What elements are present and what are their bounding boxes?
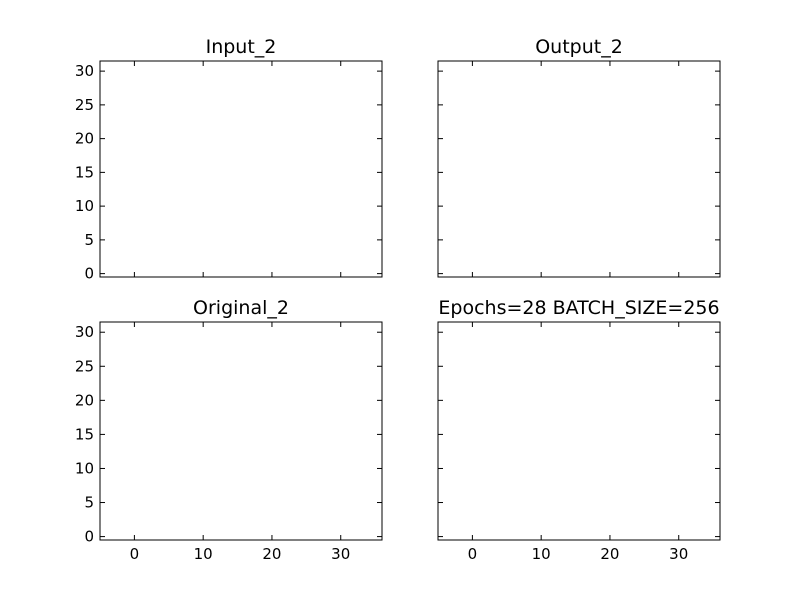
bird-figure <box>491 61 684 235</box>
x-tick-label: 0 <box>468 545 478 563</box>
subplot-title: Epochs=28 BATCH_SIZE=256 <box>438 297 719 319</box>
subplot-3: Original_2 0 10 20 30 0 5 10 15 20 25 30 <box>75 297 383 563</box>
bird-figure <box>153 322 346 498</box>
x-tick-label: 0 <box>130 545 140 563</box>
bird-body <box>170 387 290 498</box>
x-tick-label: 30 <box>669 545 688 563</box>
subplot-4: Epochs=28 BATCH_SIZE=256 0 10 20 30 <box>437 297 721 563</box>
image-2 <box>491 61 684 235</box>
bird-wing <box>214 420 307 465</box>
image-3 <box>153 322 346 498</box>
bird-tail <box>255 127 346 158</box>
y-tick-label: 25 <box>75 96 94 114</box>
x-tick-label: 10 <box>532 545 551 563</box>
x-tick-label: 20 <box>262 545 281 563</box>
bird-tail <box>593 127 684 158</box>
y-tick-label: 5 <box>84 494 94 512</box>
y-tick-label: 30 <box>75 323 94 341</box>
y-tick-label: 20 <box>75 391 94 409</box>
subplot-title: Input_2 <box>206 36 277 58</box>
post-shape <box>519 61 652 112</box>
bird-wing <box>214 158 307 203</box>
post-shape <box>181 61 314 112</box>
subplot-title: Original_2 <box>193 297 289 319</box>
y-tick-label: 20 <box>75 130 94 148</box>
axes-frame <box>437 60 721 278</box>
axes-frame <box>437 321 721 541</box>
y-tick-label: 15 <box>75 425 94 443</box>
subplot-title: Output_2 <box>535 36 623 58</box>
y-tick-label: 5 <box>84 231 94 249</box>
y-tick-label: 10 <box>75 197 94 215</box>
bird-beak <box>153 222 176 235</box>
axes-frame <box>99 321 383 541</box>
x-tick-label: 30 <box>331 545 350 563</box>
bird-legs <box>561 104 584 131</box>
image-1 <box>153 61 346 235</box>
post-shape <box>181 322 314 374</box>
y-tick-label: 25 <box>75 357 94 375</box>
y-tick-label: 15 <box>75 163 94 181</box>
bird-wing <box>552 158 645 203</box>
bird-body <box>508 125 628 235</box>
bird-wing-spot <box>226 184 232 190</box>
subplot-2: Output_2 <box>437 36 721 278</box>
y-tick-label: 30 <box>75 62 94 80</box>
x-tick-label: 20 <box>600 545 619 563</box>
bird-beak <box>153 484 176 497</box>
bird-tail <box>255 388 346 419</box>
axes-frame <box>99 60 383 278</box>
y-tick-label: 10 <box>75 459 94 477</box>
y-tick-label: 0 <box>84 265 94 283</box>
x-tick-label: 10 <box>194 545 213 563</box>
bird-wing-spot <box>226 446 232 452</box>
bird-body <box>170 125 290 235</box>
bird-beak <box>491 222 514 235</box>
bird-wing-spot <box>564 184 570 190</box>
bird-legs <box>223 104 246 131</box>
y-tick-label: 0 <box>84 528 94 546</box>
bird-legs <box>223 365 246 392</box>
subplot-1: Input_2 0 5 10 15 20 25 30 <box>75 36 383 283</box>
bird-figure <box>153 61 346 235</box>
